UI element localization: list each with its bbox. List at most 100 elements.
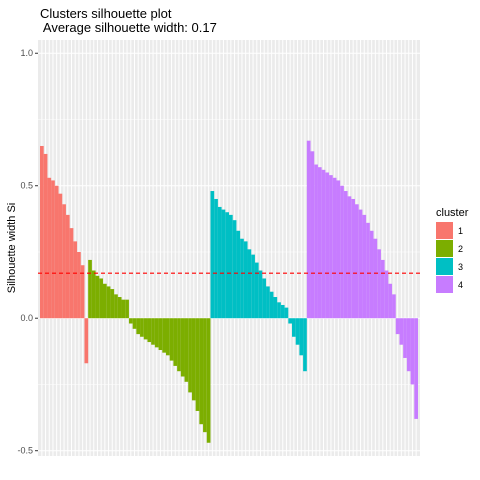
bar-cluster-4 [377,249,381,319]
legend-key-3 [436,258,453,275]
bar-cluster-3 [251,254,255,319]
bar-cluster-2 [173,318,178,366]
bar-cluster-2 [143,318,148,340]
bar-cluster-1 [54,185,59,319]
bar-cluster-2 [132,318,137,329]
bar-cluster-4 [306,140,311,319]
bar-cluster-3 [210,191,215,319]
bar-cluster-3 [214,198,218,319]
bar-cluster-3 [292,318,296,337]
bar-cluster-2 [95,275,100,319]
bar-cluster-1 [51,180,55,319]
bar-cluster-2 [151,318,155,345]
bar-cluster-2 [169,318,174,361]
bar-cluster-4 [358,209,363,319]
bar-cluster-4 [332,177,337,319]
bar-cluster-3 [295,318,300,345]
y-tick-label: 1.0 [20,48,33,58]
bar-cluster-4 [410,318,415,385]
bar-cluster-1 [77,251,81,319]
bar-cluster-4 [317,167,322,319]
bar-cluster-4 [395,318,400,335]
bar-cluster-2 [191,318,196,401]
bar-cluster-1 [58,193,63,319]
bar-cluster-3 [247,249,252,319]
legend-label-3: 3 [458,262,463,272]
bar-cluster-2 [106,286,111,319]
bar-cluster-2 [158,318,163,351]
bar-cluster-2 [136,318,141,335]
bar-cluster-2 [203,318,207,433]
bar-group [40,140,418,443]
bar-cluster-4 [347,196,352,319]
bar-cluster-2 [180,318,185,377]
bar-cluster-2 [166,318,170,356]
bar-cluster-3 [243,241,248,319]
bar-cluster-3 [262,278,267,319]
bar-cluster-2 [140,318,144,337]
y-axis-title: Silhouette width Si [6,203,18,294]
bar-cluster-4 [366,222,370,319]
y-tick-label: 0.0 [20,313,33,323]
bar-cluster-3 [217,206,222,319]
bar-cluster-3 [266,286,270,319]
bar-cluster-4 [362,214,367,319]
legend: cluster 1 2 3 4 [436,207,469,293]
bar-cluster-1 [80,265,85,319]
y-axis: -0.5 0.0 0.5 1.0 [17,48,38,456]
bar-cluster-3 [299,318,304,356]
bar-cluster-2 [199,318,204,425]
bar-cluster-1 [43,153,48,319]
bar-cluster-1 [73,241,78,319]
bar-cluster-2 [125,299,129,319]
bar-cluster-3 [258,270,263,319]
bar-cluster-4 [399,318,404,345]
bar-cluster-2 [128,318,133,324]
bar-cluster-4 [340,185,344,319]
chart-title: Clusters silhouette plot [40,6,172,21]
chart-subtitle: Average silhouette width: 0.17 [40,20,217,35]
bar-cluster-3 [303,318,307,372]
bar-cluster-3 [280,304,285,319]
bar-cluster-2 [110,289,115,319]
bar-cluster-4 [355,204,359,319]
bar-cluster-2 [91,270,96,319]
bar-cluster-3 [254,262,259,319]
bar-cluster-1 [84,318,89,364]
bar-cluster-2 [162,318,166,353]
bar-cluster-4 [373,238,378,319]
bar-cluster-2 [195,318,200,411]
bar-cluster-4 [321,169,326,319]
legend-key-1 [436,222,453,239]
bar-cluster-3 [284,307,289,319]
bar-cluster-2 [188,318,192,393]
bar-cluster-4 [380,259,385,319]
legend-title: cluster [436,207,469,219]
bar-cluster-4 [310,151,315,319]
y-tick-label: 0.5 [20,181,33,191]
bar-cluster-3 [229,214,233,319]
legend-label-1: 1 [458,226,463,236]
bar-cluster-4 [403,318,407,358]
bar-cluster-4 [369,230,374,319]
bar-cluster-3 [288,318,292,324]
bar-cluster-2 [177,318,181,372]
bar-cluster-4 [392,294,396,319]
bar-cluster-2 [147,318,152,343]
bar-cluster-4 [406,318,411,372]
y-tick-label: -0.5 [17,446,33,456]
bar-cluster-4 [384,270,389,319]
bar-cluster-2 [184,318,189,382]
bar-cluster-4 [314,164,318,319]
bar-cluster-4 [388,283,393,319]
legend-key-2 [436,240,453,257]
bar-cluster-3 [273,297,278,319]
bar-cluster-3 [232,220,237,319]
bar-cluster-2 [103,283,107,319]
bar-cluster-1 [47,177,52,319]
legend-key-4 [436,276,453,293]
bar-cluster-2 [154,318,159,348]
bar-cluster-3 [277,302,281,319]
bar-cluster-3 [269,291,274,319]
